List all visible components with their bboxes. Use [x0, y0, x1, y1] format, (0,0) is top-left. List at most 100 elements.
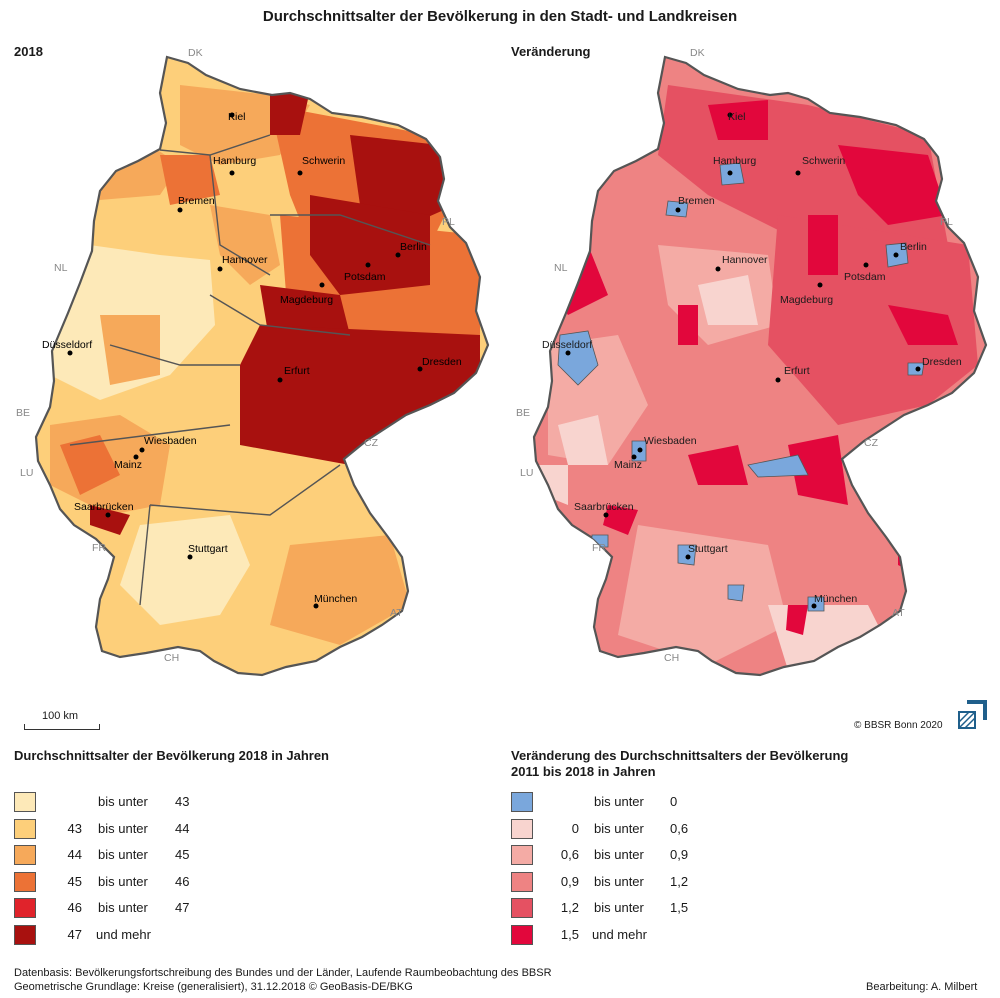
legend-to: 1,5 [670, 900, 689, 916]
legend-to: 1,2 [670, 873, 689, 889]
legend-to: 0,9 [670, 847, 689, 863]
legend-item: 0,9 bis unter 1,2 [511, 871, 731, 894]
legend-separator: bis unter [98, 820, 148, 836]
footer-line2: Geometrische Grundlage: Kreise (generali… [14, 981, 413, 993]
legend-separator: bis unter [98, 873, 148, 889]
city-magdeburg: Magdeburg [280, 294, 333, 306]
label-be: BE [16, 407, 30, 419]
legend-from: 1,5 [560, 927, 579, 942]
legend-separator: bis unter [594, 900, 644, 916]
legend-item: 45 bis unter 46 [14, 871, 234, 894]
scale-bar-line [24, 724, 100, 730]
label-nl-right: NL [554, 262, 568, 274]
label-ch-right: CH [664, 652, 679, 664]
legend-swatch [511, 818, 533, 839]
legend-separator: und mehr [592, 927, 647, 942]
label-lu: LU [20, 467, 33, 479]
right-panel-title: Veränderung [511, 44, 591, 59]
legend-item: bis unter 0 [511, 792, 731, 814]
bbsr-logo [955, 698, 989, 732]
label-pl-right: PL [940, 216, 953, 228]
footer-line1: Datenbasis: Bevölkerungsfortschreibung d… [14, 967, 552, 979]
legend-swatch [511, 925, 533, 945]
map-veraenderung: DK PL NL BE LU FR CH AT CZ Kiel Hamburg … [516, 47, 988, 677]
legend-to: 44 [175, 820, 190, 836]
scale-bar: 100 km [24, 710, 100, 730]
legend-separator: bis unter [98, 794, 148, 809]
city-hamburg-right: Hamburg [713, 155, 756, 167]
legend-to: 45 [175, 847, 190, 863]
city-berlin-right: Berlin [900, 241, 927, 253]
city-magdeburg-right: Magdeburg [780, 294, 833, 306]
legend-item: bis unter 43 [14, 792, 234, 814]
legend-swatch [511, 845, 533, 866]
legend-from: 0 [571, 820, 579, 836]
legend-right-title-line1: Veränderung des Durchschnittsalters der … [511, 748, 849, 763]
city-stuttgart: Stuttgart [188, 543, 228, 555]
legend-separator: bis unter [98, 900, 148, 916]
city-kiel: Kiel [228, 111, 246, 123]
legend-item: 0,6 bis unter 0,9 [511, 845, 731, 867]
legend-from: 0,9 [560, 873, 579, 889]
city-wiesbaden: Wiesbaden [144, 435, 197, 447]
legend-from: 43 [67, 820, 82, 836]
legend-from: 1,2 [560, 900, 579, 916]
city-dresden-right: Dresden [922, 356, 962, 368]
label-at-right: AT [892, 607, 905, 619]
city-bremen-right: Bremen [678, 195, 715, 207]
legend-swatch [14, 792, 36, 812]
city-erfurt: Erfurt [284, 365, 310, 377]
label-lu-right: LU [520, 467, 533, 479]
legend-swatch [511, 898, 533, 919]
city-bremen: Bremen [178, 195, 215, 207]
label-dk: DK [188, 47, 203, 59]
legend-separator: bis unter [594, 847, 644, 863]
legend-separator: bis unter [594, 794, 644, 809]
figure-title: Durchschnittsalter der Bevölkerung in de… [262, 8, 738, 25]
city-dresden: Dresden [422, 356, 462, 368]
legend-from: 0,6 [560, 847, 579, 863]
city-potsdam-right: Potsdam [844, 271, 886, 283]
legend-item: 1,2 bis unter 1,5 [511, 898, 731, 920]
city-duesseldorf-right: Düsseldorf [542, 339, 592, 351]
city-duesseldorf: Düsseldorf [42, 339, 92, 351]
label-fr: FR [92, 542, 106, 554]
legend-separator: bis unter [98, 847, 148, 863]
legend-swatch [14, 925, 36, 945]
city-kiel-right: Kiel [728, 111, 746, 123]
legend-left-title: Durchschnittsalter der Bevölkerung 2018 … [14, 748, 329, 763]
city-muenchen-right: München [814, 593, 857, 605]
legend-item: 43 bis unter 44 [14, 818, 234, 841]
legend-item: 44 bis unter 45 [14, 845, 234, 867]
label-pl: PL [442, 216, 455, 228]
legend-to: 0,6 [670, 820, 689, 836]
city-hamburg: Hamburg [213, 155, 256, 167]
legend-separator: bis unter [594, 820, 644, 836]
label-cz-right: CZ [864, 437, 879, 449]
city-stuttgart-right: Stuttgart [688, 543, 728, 555]
legend-swatch [14, 898, 36, 919]
legend-swatch [14, 845, 36, 866]
city-wiesbaden-right: Wiesbaden [644, 435, 697, 447]
label-at: AT [390, 607, 403, 619]
label-ch: CH [164, 652, 179, 664]
legend-to: 46 [175, 873, 190, 889]
legend-to: 43 [175, 794, 190, 809]
label-dk-right: DK [690, 47, 705, 59]
legend-separator: und mehr [96, 927, 151, 942]
legend-to: 0 [670, 794, 678, 809]
legend-item: 1,5 und mehr [511, 925, 731, 947]
city-hannover-right: Hannover [722, 254, 768, 266]
city-hannover: Hannover [222, 254, 268, 266]
legend-from: 47 [67, 927, 82, 942]
legend-item: 47 und mehr [14, 925, 234, 947]
map-2018: DK PL NL BE LU FR CH AT CZ Kiel Hamburg … [16, 47, 490, 677]
city-mainz: Mainz [114, 459, 142, 471]
label-cz: CZ [364, 437, 379, 449]
legend-swatch [511, 871, 533, 892]
label-fr-right: FR [592, 542, 606, 554]
label-be-right: BE [516, 407, 530, 419]
legend-swatch [14, 818, 36, 839]
legend-right-title-line2: 2011 bis 2018 in Jahren [511, 764, 656, 779]
city-potsdam: Potsdam [344, 271, 386, 283]
